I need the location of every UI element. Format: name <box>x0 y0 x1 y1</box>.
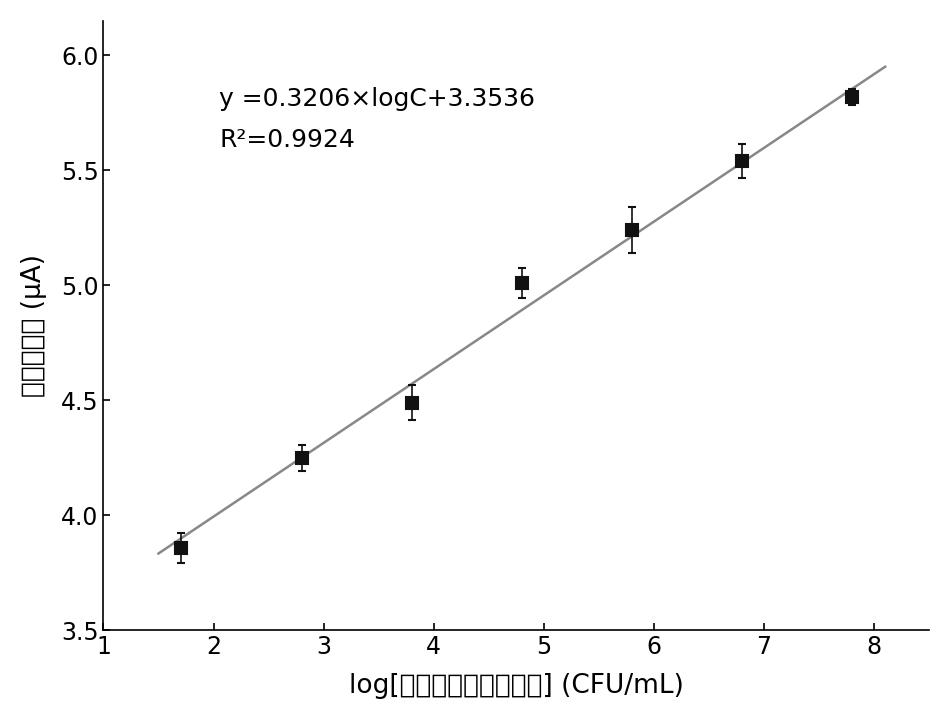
Y-axis label: 电流响应值 (μA): 电流响应值 (μA) <box>21 254 47 397</box>
X-axis label: log[金黄色葡萄球菌浓度] (CFU/mL): log[金黄色葡萄球菌浓度] (CFU/mL) <box>349 673 684 699</box>
Text: y =0.3206×logC+3.3536: y =0.3206×logC+3.3536 <box>219 87 535 111</box>
Text: R²=0.9924: R²=0.9924 <box>219 128 355 153</box>
